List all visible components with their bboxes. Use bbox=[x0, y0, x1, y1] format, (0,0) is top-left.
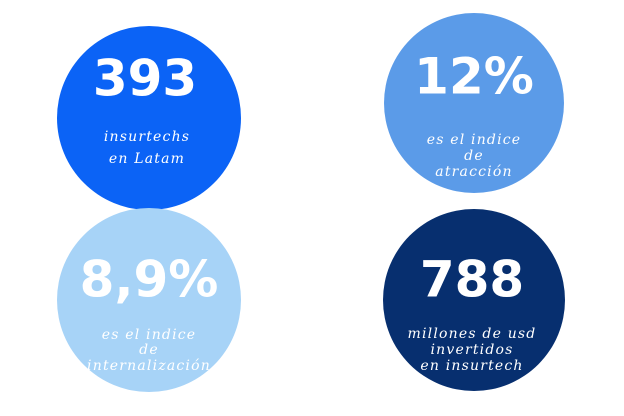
stat-card: 8,9% es el indice de internalización bbox=[57, 208, 241, 392]
circle bbox=[57, 208, 241, 392]
stat-caption: de bbox=[464, 148, 484, 164]
stat-caption: internalización bbox=[87, 358, 211, 374]
stat-value: 393 bbox=[93, 50, 197, 108]
stat-card: 12% es el indice de atracción bbox=[384, 13, 564, 193]
stat-caption: insurtechs bbox=[104, 129, 190, 145]
circle bbox=[384, 13, 564, 193]
stat-card: 393 insurtechs en Latam bbox=[57, 26, 241, 210]
stat-card: 788 millones de usd invertidos en insurt… bbox=[383, 209, 565, 391]
stat-caption: de bbox=[139, 342, 159, 358]
stat-caption: en insurtech bbox=[420, 358, 523, 374]
stat-caption: invertidos bbox=[430, 342, 513, 358]
circle bbox=[57, 26, 241, 210]
circle bbox=[383, 209, 565, 391]
stat-caption: es el indice bbox=[427, 132, 522, 148]
stat-value: 12% bbox=[414, 48, 534, 106]
stat-value: 8,9% bbox=[80, 251, 219, 309]
stat-caption: atracción bbox=[435, 164, 512, 180]
stat-caption: millones de usd bbox=[408, 326, 537, 342]
stat-caption: es el indice bbox=[102, 327, 197, 343]
stat-value: 788 bbox=[420, 251, 524, 309]
stat-caption: en Latam bbox=[109, 151, 185, 167]
